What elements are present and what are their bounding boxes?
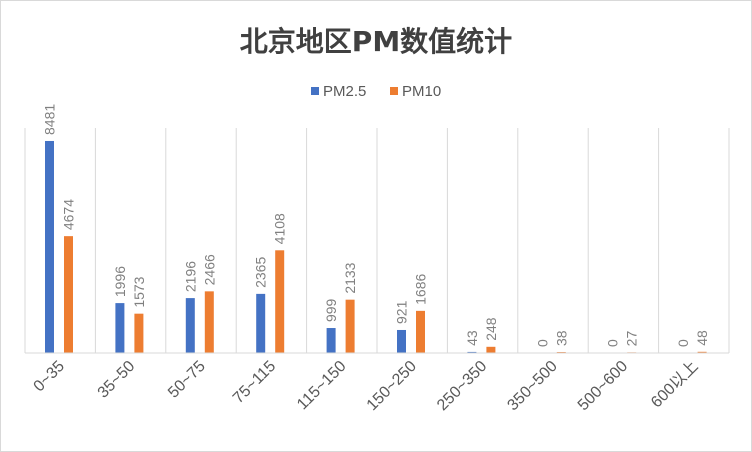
bar-pm10 — [697, 351, 707, 353]
data-label: 1573 — [131, 276, 147, 307]
x-tick-label: 350~500 — [504, 358, 560, 414]
chart-title: 北京地区PM数值统计 — [240, 25, 512, 58]
x-tick-label: 150~250 — [364, 358, 420, 414]
data-label: 1686 — [413, 273, 429, 304]
x-tick-label: 250~350 — [434, 358, 490, 414]
data-label: 2365 — [253, 257, 269, 288]
data-label: 921 — [394, 300, 410, 324]
data-label: 8481 — [42, 104, 58, 135]
data-label: 2133 — [342, 262, 358, 293]
bars — [45, 140, 707, 353]
data-label: 4674 — [61, 199, 77, 230]
legend-swatch-pm25 — [311, 87, 319, 95]
bar-pm10 — [64, 236, 73, 353]
data-label: 999 — [323, 298, 339, 322]
legend-label-pm10: PM10 — [402, 83, 441, 100]
data-label: 43 — [464, 330, 480, 346]
x-tick-label: 35~50 — [95, 358, 139, 402]
x-tick-label: 500~600 — [575, 358, 631, 414]
legend-label-pm25: PM2.5 — [323, 83, 366, 100]
legend-swatch-pm10 — [390, 87, 398, 95]
bar-pm25 — [115, 303, 125, 353]
data-label: 4108 — [272, 213, 288, 244]
category-gridlines — [24, 128, 730, 353]
bar-pm10 — [204, 291, 214, 353]
bar-pm10 — [345, 299, 355, 353]
x-tick-label: 600以上 — [647, 357, 701, 411]
data-label: 1996 — [112, 266, 128, 297]
bar-pm10 — [416, 310, 425, 353]
bar-pm25 — [326, 328, 336, 353]
bar-pm10 — [486, 346, 496, 353]
x-tick-label: 50~75 — [165, 358, 209, 402]
bar-pm25 — [256, 293, 266, 353]
data-label: 48 — [694, 330, 710, 346]
bar-pm10 — [275, 250, 285, 353]
x-tick-labels: 0~35 35~50 50~75 75~115 115~150 150~250 250~35… — [31, 357, 702, 414]
x-tick-label: 115~150 — [294, 358, 350, 414]
data-label: 27 — [624, 331, 640, 347]
data-label: 0 — [675, 339, 691, 347]
bar-pm25 — [185, 298, 195, 353]
data-label: 38 — [553, 330, 569, 346]
bar-pm25 — [467, 351, 477, 353]
data-label: 0 — [605, 339, 621, 347]
data-label: 0 — [534, 339, 550, 347]
x-tick-label: 75~115 — [230, 358, 279, 407]
data-label: 248 — [483, 317, 499, 341]
legend: PM2.5 PM10 — [311, 83, 441, 100]
bar-pm10 — [134, 313, 144, 353]
bar-pm25 — [45, 140, 54, 353]
data-label: 2196 — [182, 261, 198, 292]
data-label: 2466 — [201, 254, 217, 285]
x-tick-label: 0~35 — [31, 358, 69, 396]
bar-pm25 — [397, 329, 406, 353]
